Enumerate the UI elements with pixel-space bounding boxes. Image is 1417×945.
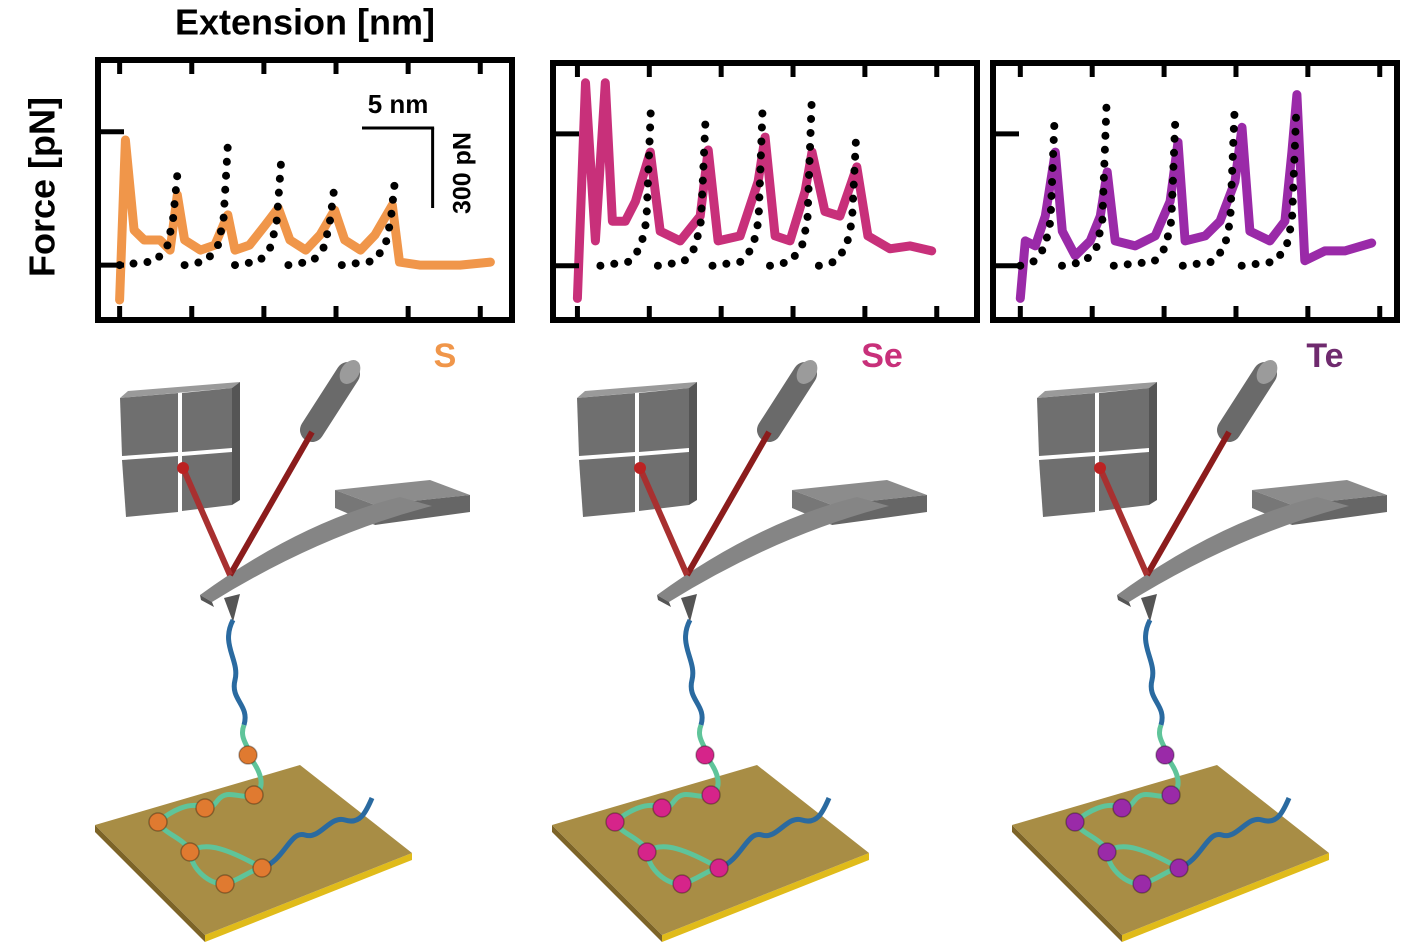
data-line [572,78,937,303]
plot-frame [550,60,980,323]
x-axis-title: Extension [nm] [175,2,435,43]
panel-label: S [434,337,457,375]
panel-label: Te [1306,337,1343,375]
afm-illustration [95,356,470,942]
plot-frame [95,57,515,323]
panel-label: Se [861,337,903,375]
afm-illustration [552,356,927,942]
y-axis-title: Force [pN] [22,97,63,277]
scale-bar-y-label: 300 pN [449,132,477,214]
fit-line [596,96,861,270]
fit-line [115,141,400,270]
plot-frame [990,60,1400,323]
data-line [1015,90,1377,303]
scale-bar-x-label: 5 nm [368,89,429,119]
afm-illustration [1012,356,1387,942]
fit-line [1016,98,1301,270]
